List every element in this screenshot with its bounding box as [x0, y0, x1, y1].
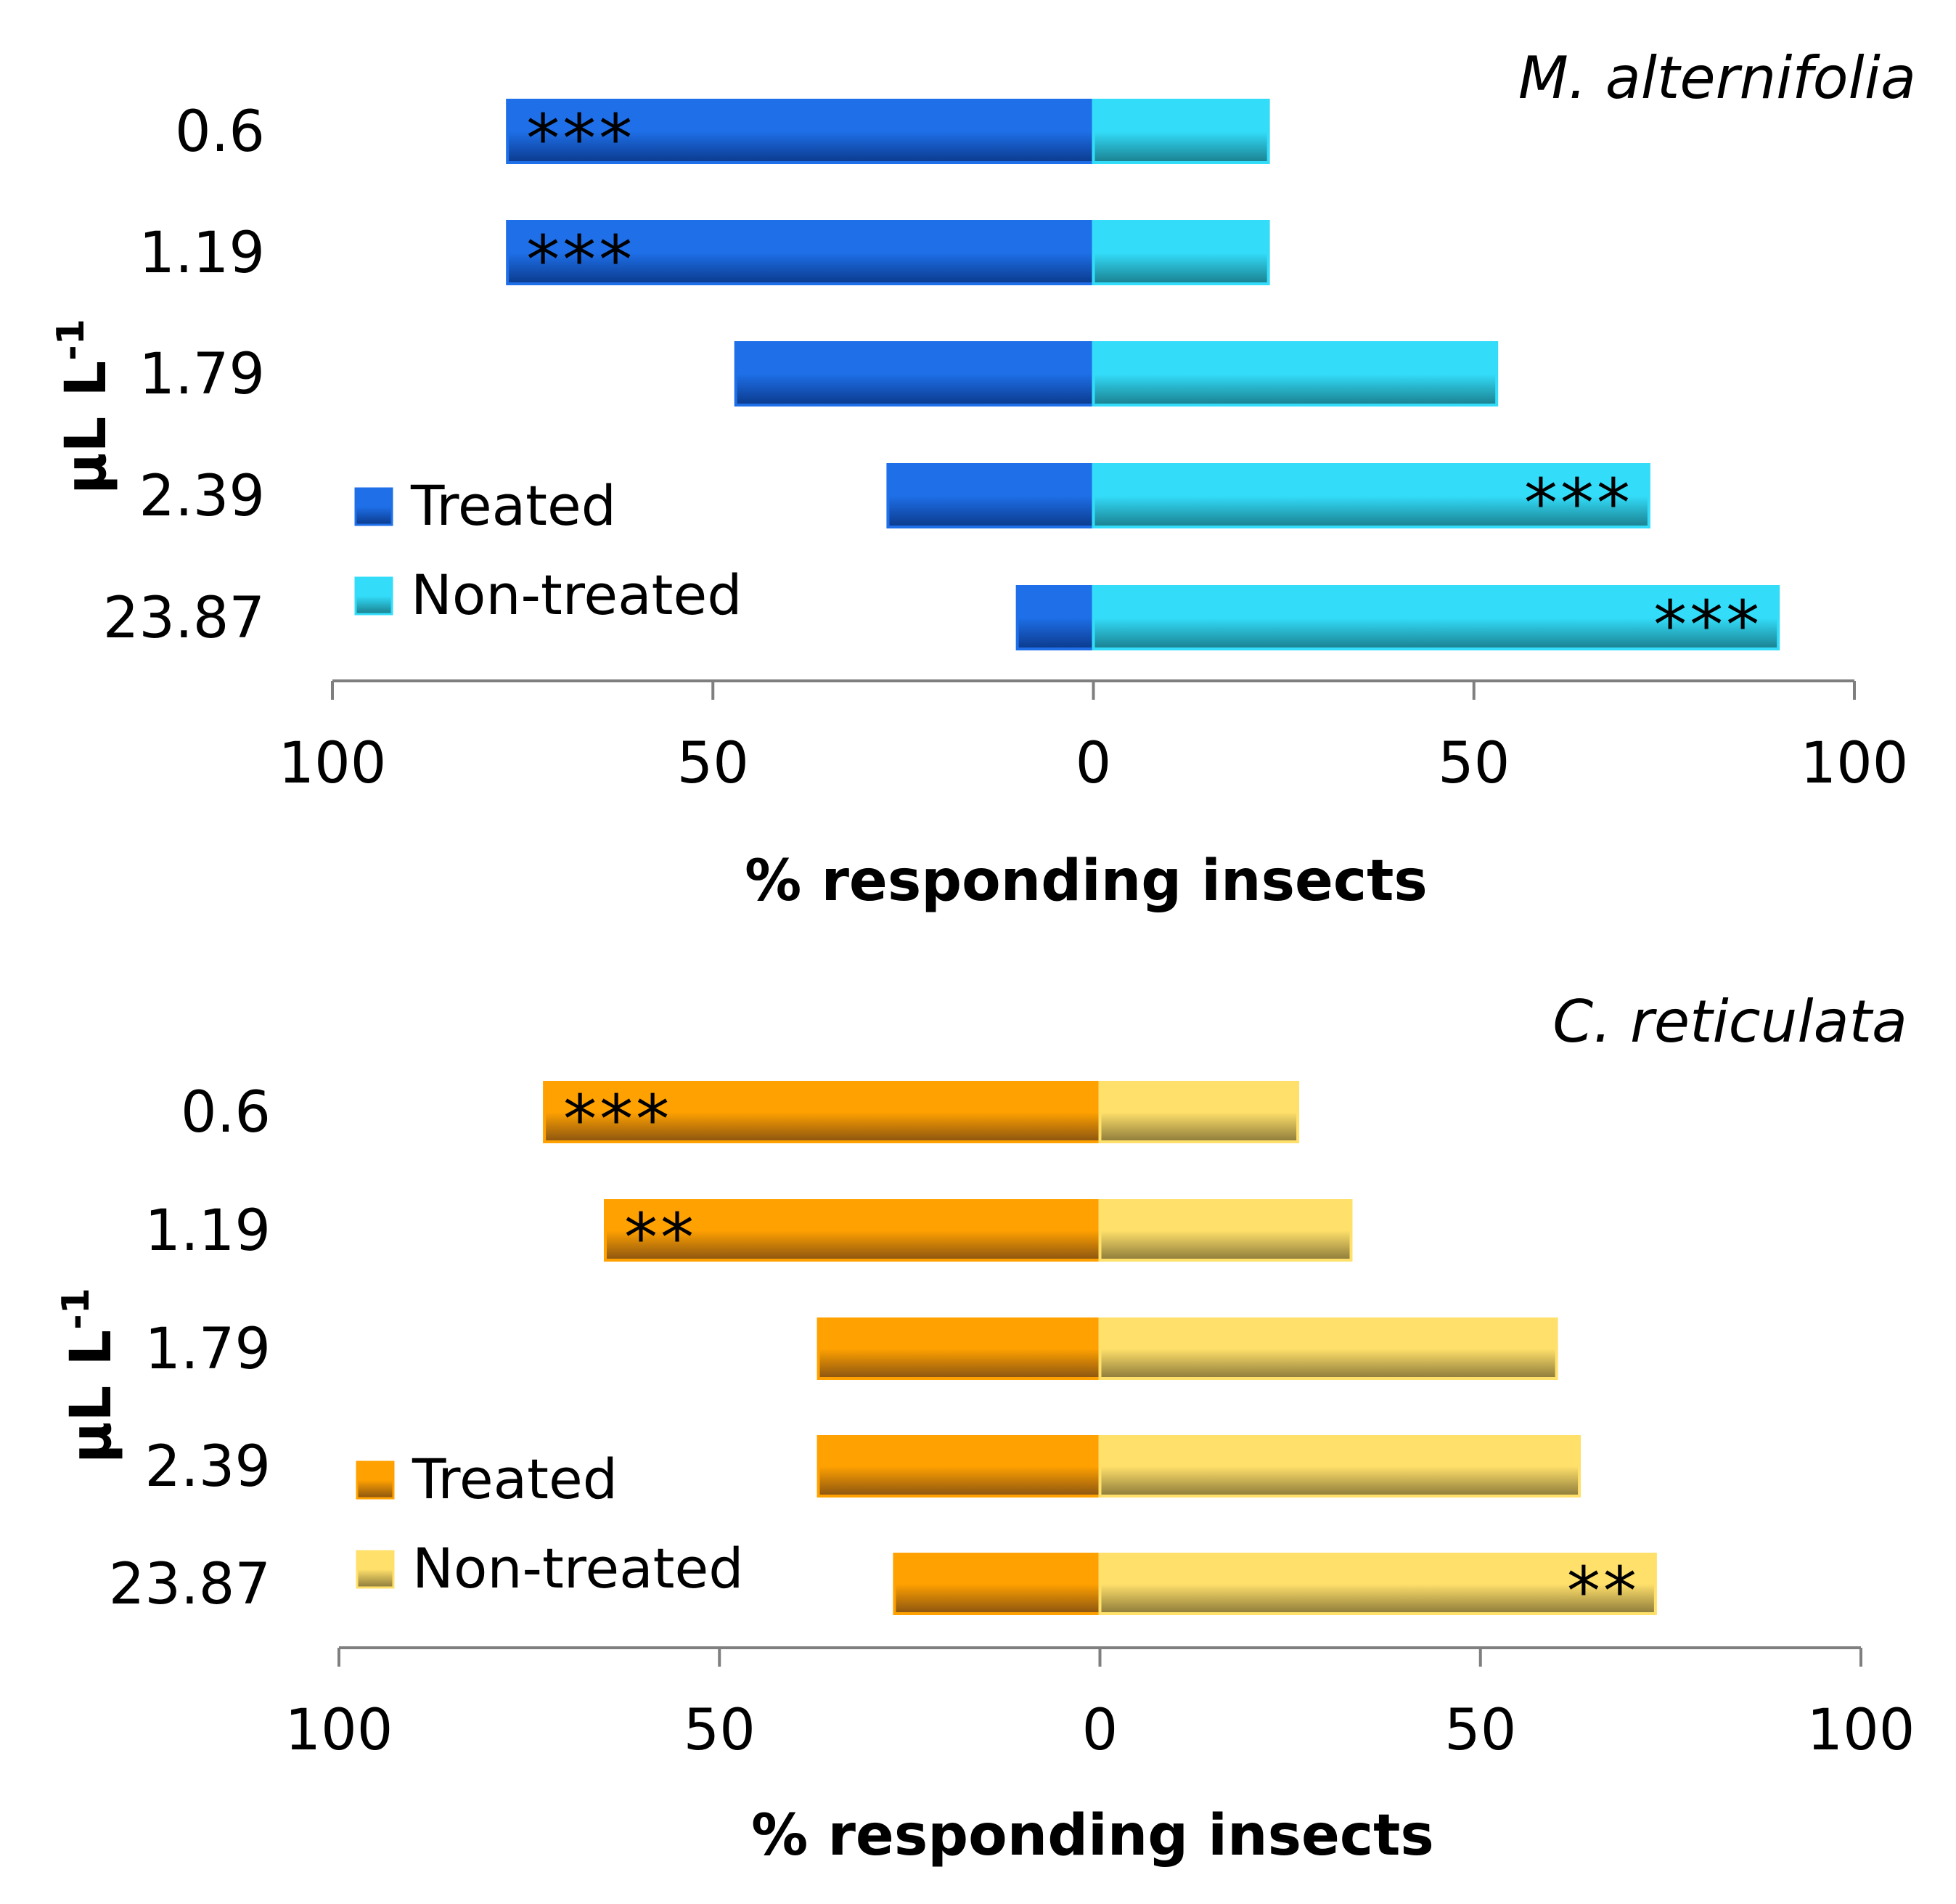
x-tick-label: 0: [1076, 731, 1112, 796]
y-axis-title: µL L-1: [54, 1288, 124, 1463]
significance-annotation: ***: [526, 100, 635, 178]
bar-treated-2.39: [886, 463, 1095, 528]
bar-treated-2.39: [817, 1435, 1102, 1498]
bar-treated-1.19: [603, 1199, 1102, 1262]
chart-panel-2: C. reticulata0.61.191.792.3923.87*******…: [54, 988, 1915, 1868]
bar-non-treated-0.6: [1092, 99, 1270, 164]
bar-non-treated-1.19: [1098, 1199, 1353, 1262]
category-label: 23.87: [109, 1552, 271, 1617]
legend-label: Non-treated: [412, 1536, 743, 1601]
chart-title: C. reticulata: [1552, 988, 1907, 1055]
category-label: 0.6: [175, 99, 265, 165]
significance-annotation: **: [1567, 1553, 1640, 1630]
category-label: 1.79: [139, 342, 265, 407]
legend-swatch: [356, 1460, 395, 1500]
category-label: 2.39: [144, 1434, 271, 1500]
significance-annotation: ***: [526, 221, 635, 299]
bar-treated-1.19: [506, 220, 1095, 285]
category-label: 2.39: [139, 464, 265, 529]
x-tick-label: 50: [677, 731, 749, 796]
significance-annotation: ***: [1653, 587, 1762, 664]
y-axis-title-main: µL L: [59, 1330, 124, 1463]
bar-treated-0.6: [506, 99, 1095, 164]
category-label: 1.19: [144, 1198, 271, 1264]
y-axis-title: µL L-1: [49, 319, 119, 494]
category-label: 1.79: [144, 1317, 271, 1382]
bar-treated-23.87: [1015, 585, 1095, 650]
legend-swatch: [354, 576, 393, 616]
x-tick-label: 50: [1438, 731, 1510, 796]
y-axis-title-superscript: -1: [49, 319, 93, 361]
category-label: 0.6: [181, 1080, 271, 1145]
x-tick-label: 100: [1801, 731, 1909, 796]
bar-non-treated-2.39: [1092, 463, 1650, 528]
bar-non-treated-23.87: [1092, 585, 1780, 650]
y-axis-title-superscript: -1: [54, 1288, 98, 1330]
x-tick-label: 100: [285, 1698, 393, 1763]
x-tick-label: 50: [684, 1698, 756, 1763]
x-tick-label: 50: [1444, 1698, 1516, 1763]
significance-annotation: ***: [563, 1081, 672, 1159]
bar-non-treated-23.87: [1098, 1553, 1657, 1615]
legend-label: Non-treated: [411, 563, 742, 627]
bar-non-treated-1.79: [1098, 1317, 1558, 1380]
category-label: 1.19: [139, 221, 265, 286]
chart-panel-1: M. alternifolia 0.6 1.19 1.79 2.39 23.87 *** **…: [49, 44, 1916, 914]
bar-treated-0.6: [543, 1081, 1102, 1143]
x-tick-label: 100: [279, 731, 387, 796]
category-label: 23.87: [103, 586, 265, 651]
bar-non-treated-0.6: [1098, 1081, 1300, 1143]
bar-treated-23.87: [893, 1553, 1102, 1615]
x-axis-title: % responding insects: [751, 1803, 1434, 1868]
significance-annotation: ***: [1524, 465, 1633, 542]
bar-treated-1.79: [734, 341, 1095, 406]
legend-swatch: [354, 487, 393, 526]
bar-non-treated-1.79: [1092, 341, 1499, 406]
legend-label: Treated: [410, 473, 616, 538]
x-axis-title: % responding insects: [745, 849, 1428, 914]
legend-swatch: [356, 1550, 395, 1589]
bar-non-treated-2.39: [1098, 1435, 1581, 1498]
x-tick-label: 100: [1807, 1698, 1915, 1763]
x-tick-label: 0: [1082, 1698, 1118, 1763]
y-axis-title-main: µL L: [54, 361, 119, 494]
legend-label: Treated: [412, 1447, 618, 1511]
bar-treated-1.79: [817, 1317, 1102, 1380]
chart-title: M. alternifolia: [1518, 44, 1916, 112]
significance-annotation: **: [624, 1199, 697, 1277]
bar-non-treated-1.19: [1092, 220, 1270, 285]
